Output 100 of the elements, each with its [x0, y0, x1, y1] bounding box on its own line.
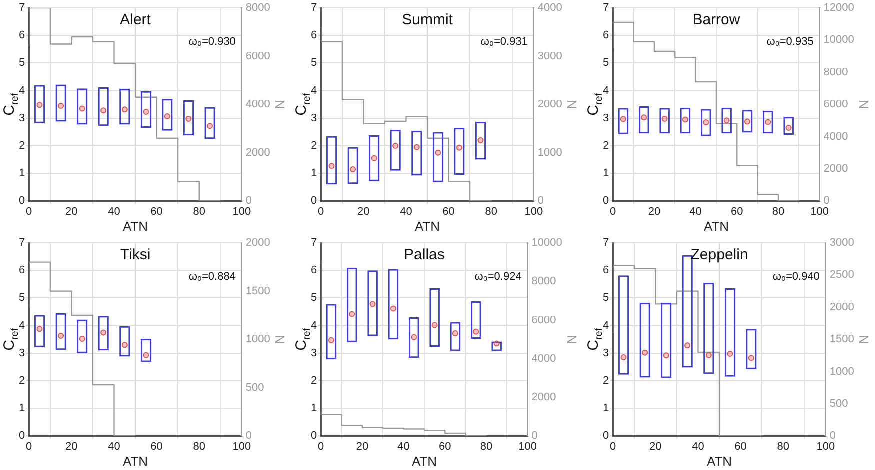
point	[186, 116, 192, 122]
bar	[412, 130, 422, 176]
x-tick-label: 80	[193, 206, 206, 218]
y2-tick-label: 4000	[246, 98, 270, 111]
point	[122, 342, 128, 348]
y-tick-label: 1	[602, 168, 610, 180]
y2-tick-label: 0	[246, 430, 252, 442]
y2-tick-label: 2000	[246, 146, 270, 159]
y-tick-label: 4	[310, 84, 318, 97]
point	[122, 106, 128, 113]
y2-tick-label: 8000	[246, 2, 270, 14]
bar	[326, 304, 337, 360]
point	[370, 301, 376, 308]
point	[684, 342, 691, 349]
y-tick-label: 3	[18, 347, 26, 360]
bar	[475, 122, 486, 160]
chart-title: Summit	[402, 12, 454, 29]
x-tick-label: 100	[524, 206, 544, 218]
y-tick-label: 3	[310, 347, 318, 360]
annotation: ω₀=0.935	[766, 36, 814, 48]
bar	[661, 302, 672, 378]
y-tick-label: 7	[310, 2, 318, 14]
y-axis-title: Cref	[293, 93, 313, 116]
point	[143, 109, 150, 116]
y-tick-label: 0	[310, 195, 318, 208]
point	[706, 352, 712, 358]
y-tick-label: 6	[310, 30, 318, 42]
annotation: ω₀=0.924	[474, 271, 522, 284]
y-tick-label: 1	[602, 402, 610, 415]
y2-tick-label: 1500	[830, 334, 854, 346]
y2-tick-label: 1000	[538, 146, 562, 159]
bar	[98, 316, 109, 351]
y-tick-label: 3	[602, 112, 610, 124]
y2-tick-label: 6000	[824, 98, 848, 111]
x-tick-label: 60	[150, 206, 163, 218]
point	[682, 116, 688, 123]
bar	[98, 87, 109, 126]
bar	[388, 269, 399, 340]
bar	[56, 84, 66, 122]
point	[328, 163, 335, 170]
x-tick-label: 100	[232, 206, 252, 218]
y2-tick-label: 4000	[532, 352, 556, 365]
y-tick-label: 4	[18, 84, 26, 97]
point	[79, 106, 86, 112]
y2-tick-label: 6000	[246, 50, 270, 62]
y2-axis-title: N	[564, 334, 580, 344]
x-tick-label: 60	[442, 206, 455, 218]
point	[36, 102, 43, 108]
bar	[470, 302, 482, 340]
y-tick-label: 5	[310, 292, 318, 304]
bar	[140, 339, 152, 362]
point	[390, 306, 396, 312]
point	[328, 337, 334, 344]
bar	[368, 270, 378, 336]
point	[58, 333, 64, 340]
x-axis-title: ATN	[707, 454, 732, 469]
bar	[204, 107, 216, 140]
point	[100, 108, 107, 114]
point	[371, 155, 378, 162]
point	[100, 330, 107, 336]
point	[748, 355, 754, 362]
point	[620, 354, 627, 361]
x-tick-label: 60	[734, 440, 747, 453]
y2-tick-label: 1500	[246, 285, 270, 298]
bar	[432, 132, 444, 182]
point	[432, 322, 438, 328]
y2-tick-label: 4000	[824, 130, 848, 143]
bar	[140, 91, 152, 128]
x-tick-label: 20	[650, 440, 662, 453]
annotation: ω₀=0.884	[188, 271, 236, 284]
x-tick-label: 40	[398, 440, 410, 453]
x-tick-label: 60	[150, 440, 163, 453]
x-tick-label: 20	[66, 440, 78, 453]
y2-axis-title: N	[272, 100, 288, 110]
y2-tick-label: 8000	[824, 66, 848, 78]
y-tick-label: 0	[602, 430, 610, 442]
bar	[34, 85, 46, 124]
y-tick-label: 0	[602, 195, 610, 208]
bar	[369, 136, 380, 182]
bar	[77, 320, 88, 354]
y2-tick-label: 2000	[830, 301, 854, 314]
point	[143, 352, 150, 358]
bar	[77, 88, 88, 125]
y2-tick-label: 0	[246, 195, 252, 208]
bar	[682, 255, 693, 368]
point	[435, 150, 442, 156]
y-tick-label: 6	[602, 264, 610, 277]
point	[642, 350, 648, 356]
bar	[326, 136, 338, 185]
bar	[784, 117, 794, 135]
y-tick-label: 6	[18, 30, 26, 42]
bar	[746, 329, 757, 370]
bar	[348, 147, 358, 184]
point	[58, 102, 64, 109]
y2-tick-label: 12000	[824, 2, 854, 14]
x-tick-label: 100	[816, 440, 836, 453]
y2-axis-title: N	[856, 334, 872, 344]
y-axis-title: Cref	[1, 93, 21, 116]
y-tick-label: 7	[602, 237, 610, 250]
y2-tick-label: 3000	[538, 50, 562, 62]
